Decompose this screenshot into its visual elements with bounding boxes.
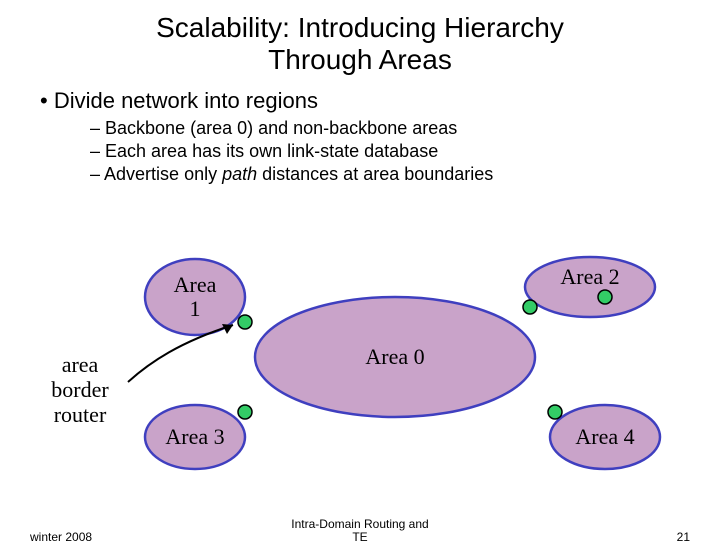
router-node-2 — [598, 290, 612, 304]
title-line-2: Through Areas — [268, 44, 452, 75]
sub2-text: Each area has its own link-state databas… — [105, 141, 438, 161]
bullet-level2: Advertise only path distances at area bo… — [90, 164, 720, 185]
sub1-text: Backbone (area 0) and non-backbone areas — [105, 118, 457, 138]
area0-label: Area 0 — [365, 344, 424, 369]
router-node-0 — [238, 315, 252, 329]
title-line-1: Scalability: Introducing Hierarchy — [156, 12, 564, 43]
bullet-list: Divide network into regions Backbone (ar… — [40, 88, 720, 185]
abr-label-line3: router — [54, 402, 107, 427]
sub3-italic: path — [222, 164, 257, 184]
bullet-level2: Backbone (area 0) and non-backbone areas — [90, 118, 720, 139]
area2-label: Area 2 — [560, 264, 619, 289]
slide-title: Scalability: Introducing Hierarchy Throu… — [0, 12, 720, 76]
sub3-suffix: distances at area boundaries — [257, 164, 493, 184]
bullet-level2: Each area has its own link-state databas… — [90, 141, 720, 162]
area1-label-line2: 1 — [190, 296, 201, 321]
router-node-3 — [238, 405, 252, 419]
bullet-level1: Divide network into regions — [40, 88, 720, 114]
sub3-prefix: Advertise only — [104, 164, 222, 184]
area1-label-line1: Area — [174, 272, 217, 297]
footer-right: 21 — [677, 530, 690, 544]
footer-center: Intra-Domain Routing and TE — [0, 518, 720, 544]
router-node-4 — [548, 405, 562, 419]
area4-label: Area 4 — [575, 424, 634, 449]
footer-center-line1: Intra-Domain Routing and — [291, 517, 428, 531]
abr-label-line1: area — [62, 352, 99, 377]
areas-diagram: Area 1 Area 2 Area 0 Area 3 Area 4 area … — [0, 242, 720, 512]
router-node-1 — [523, 300, 537, 314]
footer-center-line2: TE — [352, 530, 367, 544]
abr-label-line2: border — [51, 377, 109, 402]
bullet1-text: Divide network into regions — [54, 88, 318, 113]
area3-label: Area 3 — [165, 424, 224, 449]
